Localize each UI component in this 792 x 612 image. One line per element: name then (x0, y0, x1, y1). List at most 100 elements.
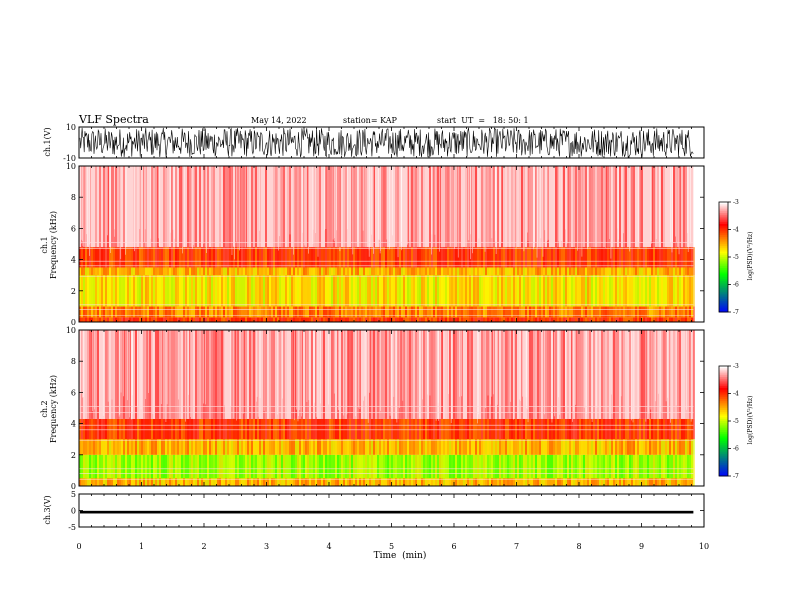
spectrogram-stripe (397, 275, 399, 307)
y-tick-label: 5 (71, 490, 76, 499)
spectrogram-stripe (631, 247, 633, 268)
spectrogram-stripe (315, 454, 317, 479)
spectrogram-stripe (495, 247, 497, 268)
spectrogram-stripe (519, 275, 521, 307)
spectrogram-stripe (93, 454, 95, 479)
colorbar-segment (719, 301, 728, 304)
spectrogram-stripe (217, 166, 219, 248)
spectrogram-stripe (517, 330, 519, 419)
spectrogram-stripe (501, 267, 503, 276)
spectrogram-stripe (299, 267, 301, 276)
spectrogram-stripe (507, 439, 509, 455)
spectrogram-stripe (383, 418, 385, 440)
spectrogram-stripe (369, 439, 371, 455)
spectrogram-stripe (473, 267, 475, 276)
spectrogram-stripe (515, 317, 517, 322)
spectrogram-stripe (545, 478, 547, 486)
spectrogram-stripe (101, 439, 103, 455)
spectrogram-stripe (137, 330, 139, 419)
spectrogram-stripe (225, 317, 227, 322)
spectrogram-stripe (653, 306, 655, 318)
spectrogram-stripe (203, 267, 205, 276)
spectrogram-stripe (471, 306, 473, 318)
spectrogram-stripe (347, 418, 349, 440)
spectrogram-stripe (399, 275, 401, 307)
spectrogram-stripe (227, 439, 229, 455)
spectrogram-stripe (227, 330, 229, 419)
spectrogram-stripe (157, 439, 159, 455)
spectrogram-stripe (639, 247, 641, 268)
spectrogram-stripe (521, 317, 523, 322)
spectrogram-stripe (665, 166, 667, 248)
spectrogram-stripe (349, 247, 351, 268)
spectrogram-stripe (457, 439, 459, 455)
spectrogram-stripe (619, 166, 621, 248)
spectrogram-stripe (415, 418, 417, 440)
spectrogram-stripe (297, 306, 299, 318)
spectrogram-stripe (107, 247, 109, 268)
colorbar-segment (719, 472, 728, 475)
spectrogram-stripe (493, 454, 495, 479)
spectrogram-stripe (479, 275, 481, 307)
spectrogram-stripe (309, 478, 311, 486)
spectrogram-stripe (199, 166, 201, 248)
spectrogram-stripe (279, 330, 281, 419)
spectrogram-stripe (163, 317, 165, 322)
spectrogram-stripe (115, 247, 117, 268)
spectrogram-stripe (105, 418, 107, 440)
spectrogram-stripe (489, 317, 491, 322)
spectrogram-stripe (271, 439, 273, 455)
spectrogram-stripe (119, 267, 121, 276)
spectrogram-stripe (543, 439, 545, 455)
colorbar-segment (719, 211, 728, 214)
spectrogram-stripe (451, 439, 453, 455)
spectrogram-stripe (239, 439, 241, 455)
spectrogram-stripe (521, 330, 523, 419)
colorbar-segment (719, 268, 728, 271)
spectrogram-stripe (129, 247, 131, 268)
spectrogram-stripe (413, 306, 415, 318)
spectrogram-stripe (619, 418, 621, 440)
spectrogram-stripe (239, 275, 241, 307)
spectrogram-stripe (79, 439, 81, 455)
spectrogram-stripe (155, 306, 157, 318)
spectrogram-stripe (169, 275, 171, 307)
spectrogram-stripe (143, 439, 145, 455)
spectrogram-stripe (305, 478, 307, 486)
spectrogram-stripe (601, 454, 603, 479)
spectrogram-stripe (499, 275, 501, 307)
spectrogram-stripe (507, 330, 509, 419)
spectrogram-stripe (571, 418, 573, 440)
colorbar-segment (719, 227, 728, 230)
colorbar-segment (719, 240, 728, 243)
spectrogram-stripe (561, 275, 563, 307)
spectrogram-stripe (375, 330, 377, 419)
spectrogram-stripe (411, 275, 413, 307)
spectrogram-stripe (321, 306, 323, 318)
spectrogram-stripe (633, 267, 635, 276)
spectrogram-stripe (517, 166, 519, 248)
spectrogram-stripe (547, 275, 549, 307)
spectrogram-stripe (565, 247, 567, 268)
spectrogram-stripe (359, 418, 361, 440)
spectrogram-stripe (687, 317, 689, 322)
spectrogram-stripe (381, 166, 383, 248)
spectrogram-stripe (481, 330, 483, 419)
spectrogram-stripe (281, 454, 283, 479)
spectrogram-stripe (199, 418, 201, 440)
spectrogram-stripe (259, 247, 261, 268)
spectrogram-stripe (315, 247, 317, 268)
spectrogram-stripe (689, 439, 691, 455)
spectrogram-stripe (549, 247, 551, 268)
spectrogram-stripe (447, 317, 449, 322)
spectrogram-stripe (279, 166, 281, 248)
spectrogram-stripe (183, 275, 185, 307)
spectrogram-stripe (299, 317, 301, 322)
spectrogram-stripe (335, 317, 337, 322)
spectrogram-stripe (313, 439, 315, 455)
spectrogram-stripe (487, 306, 489, 318)
spectrogram-stripe (527, 439, 529, 455)
spectrogram-stripe (415, 330, 417, 419)
spectrogram-stripe (391, 330, 393, 419)
spectrogram-stripe (139, 267, 141, 276)
